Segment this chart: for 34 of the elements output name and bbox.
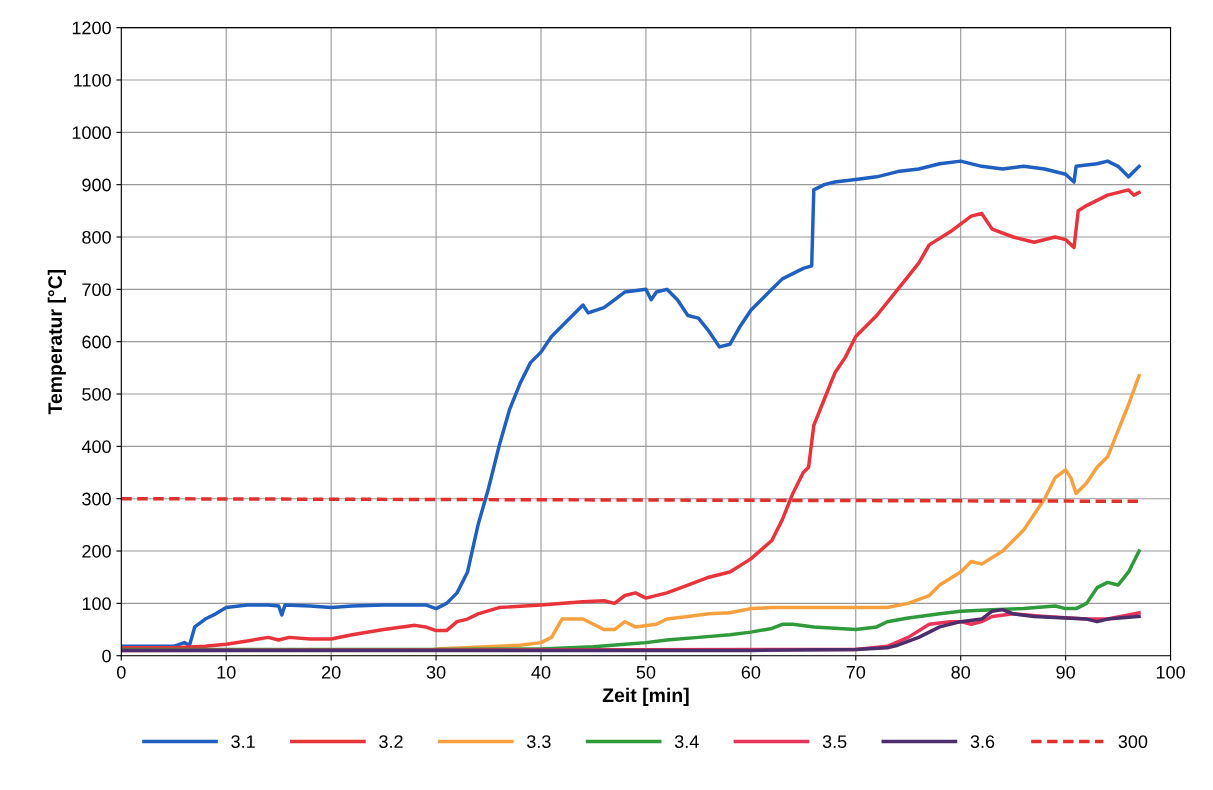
legend-label: 3.5 — [822, 735, 847, 749]
x-tick-label: 40 — [531, 665, 551, 679]
legend-label: 300 — [1118, 735, 1148, 749]
y-tick-label: 0 — [102, 649, 111, 663]
legend-label: 3.3 — [527, 735, 551, 749]
y-axis-title: Temperatur [°C] — [47, 269, 66, 415]
y-tick-label: 900 — [82, 178, 111, 192]
x-tick-label: 20 — [322, 665, 341, 679]
x-tick-label: 70 — [846, 665, 866, 679]
y-tick-label: 1200 — [72, 21, 111, 35]
x-tick-label: 60 — [741, 665, 761, 679]
y-tick-label: 100 — [82, 597, 111, 611]
legend-label: 3.2 — [379, 735, 403, 749]
y-tick-label: 200 — [82, 544, 111, 558]
y-tick-label: 700 — [82, 283, 111, 297]
y-tick-label: 500 — [82, 387, 111, 401]
x-tick-label: 50 — [636, 665, 656, 679]
x-axis-title: Zeit [min] — [602, 687, 689, 706]
x-tick-label: 0 — [116, 665, 126, 679]
x-tick-label: 80 — [951, 665, 971, 679]
y-tick-label: 800 — [82, 230, 111, 244]
x-tick-label: 100 — [1156, 665, 1185, 679]
legend-label: 3.1 — [231, 735, 255, 749]
y-tick-label: 600 — [82, 335, 111, 349]
x-tick-label: 10 — [217, 665, 236, 679]
legend-label: 3.4 — [674, 735, 699, 749]
line-series — [434, 373, 1141, 651]
y-tick-label: 400 — [81, 440, 111, 454]
legend-label: 3.6 — [970, 735, 995, 749]
y-tick-label: 1000 — [72, 126, 111, 140]
x-tick-label: 90 — [1056, 665, 1075, 679]
y-tick-label: 1100 — [74, 73, 111, 87]
y-tick-label: 300 — [82, 492, 111, 506]
x-tick-label: 30 — [426, 665, 446, 679]
